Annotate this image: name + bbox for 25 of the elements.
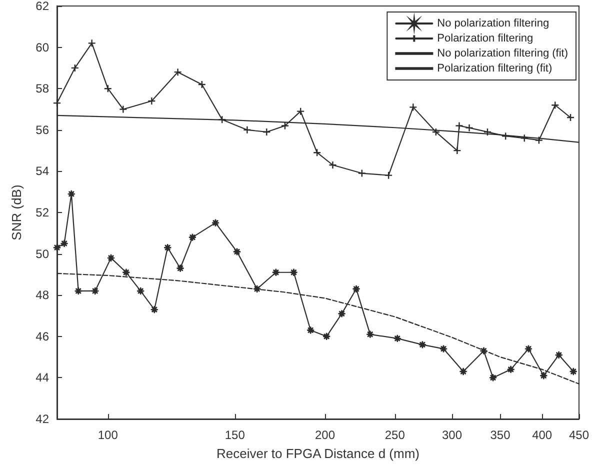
x-tick-label: 100 — [98, 428, 118, 442]
x-tick-label: 250 — [384, 428, 406, 442]
legend-label: Polarization filtering — [437, 32, 534, 44]
legend-label: No polarization filtering (fit) — [437, 48, 568, 60]
x-tick-label: 200 — [314, 428, 336, 442]
y-tick-label: 44 — [36, 370, 50, 385]
y-tick-label: 52 — [36, 206, 50, 220]
y-tick-label: 56 — [36, 122, 50, 137]
y-axis-title: SNR (dB) — [9, 184, 24, 240]
y-tick-label: 42 — [36, 412, 50, 426]
legend-label: Polarization filtering (fit) — [437, 62, 552, 74]
y-tick-label: 62 — [36, 0, 50, 13]
y-tick-label: 60 — [36, 40, 50, 54]
y-tick-label: 58 — [36, 82, 50, 96]
legend-label: No polarization filtering — [437, 18, 550, 30]
x-tick-label: 400 — [532, 428, 552, 442]
y-tick-label: 46 — [36, 329, 50, 344]
x-tick-label: 150 — [224, 428, 246, 442]
y-tick-label: 48 — [36, 288, 50, 302]
y-tick-label: 50 — [36, 246, 50, 261]
x-tick-label: 350 — [490, 428, 511, 442]
x-axis-title: Receiver to FPGA Distance d (mm) — [216, 446, 420, 461]
x-tick-label: 300 — [442, 428, 462, 442]
x-tick-label: 450 — [568, 428, 590, 442]
y-tick-label: 54 — [36, 164, 50, 178]
